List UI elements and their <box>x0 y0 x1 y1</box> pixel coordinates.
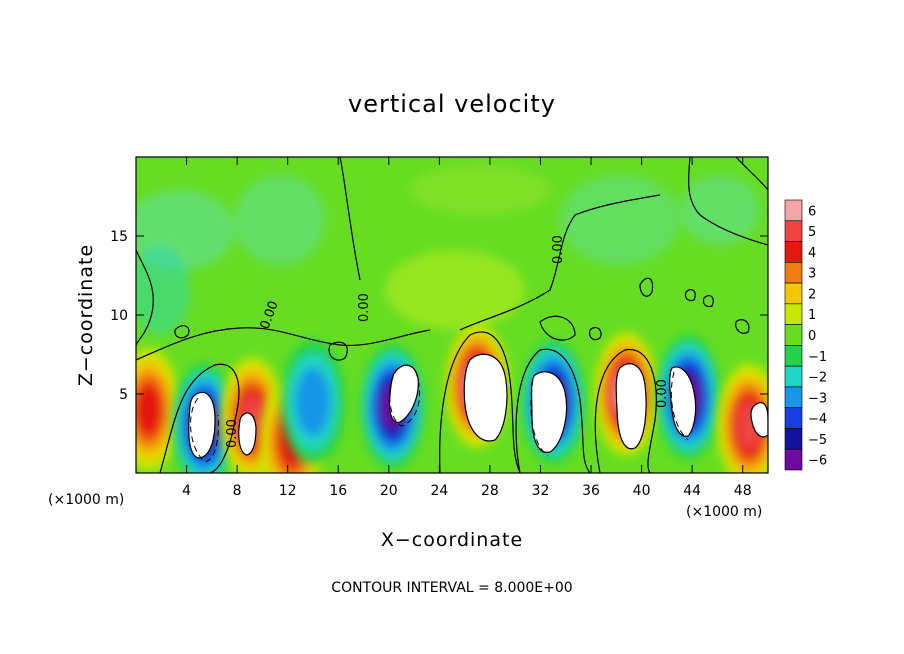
contour-label: 0.00 <box>655 379 670 408</box>
colorbar-label: −1 <box>808 350 827 365</box>
x-tick-label: 12 <box>279 483 297 499</box>
colorbar-swatch <box>784 407 803 429</box>
colorbar-label: 2 <box>808 287 816 302</box>
upper-field-patches <box>136 165 760 335</box>
colorbar: 6 5 4 3 2 1 0 −1 −2 −3 −4 −5 −6 <box>784 199 827 471</box>
y-tick-label: 5 <box>119 387 128 403</box>
colorbar-swatch <box>784 220 803 242</box>
colorbar-swatch <box>784 386 803 408</box>
velocity-cell <box>280 339 345 464</box>
colorbar-label: −6 <box>808 454 827 469</box>
y-tick-label: 10 <box>110 308 128 324</box>
contour-label: 0.00 <box>357 293 372 322</box>
x-tick-label: 40 <box>633 483 651 499</box>
x-tick-label: 28 <box>481 483 499 499</box>
zero-cores <box>188 353 768 459</box>
x-tick-label: 24 <box>430 483 448 499</box>
colorbar-label: 1 <box>808 308 816 323</box>
colorbar-swatch <box>784 365 803 388</box>
x-tick-label: 16 <box>329 483 347 499</box>
chart-title: vertical velocity <box>348 90 556 118</box>
colorbar-swatch <box>784 241 803 263</box>
velocity-cell <box>136 347 181 472</box>
x-tick-label: 36 <box>582 483 600 499</box>
colorbar-label: −5 <box>808 433 827 448</box>
x-tick-label: 48 <box>734 483 752 499</box>
colorbar-swatch <box>784 428 803 450</box>
colorbar-swatch <box>784 282 803 305</box>
x-tick-label: 8 <box>233 483 242 499</box>
colorbar-swatch <box>784 199 803 222</box>
colorbar-swatch <box>784 303 803 325</box>
colorbar-swatch <box>784 345 803 367</box>
colorbar-swatch <box>784 262 803 284</box>
colorbar-label: 6 <box>808 204 816 219</box>
y-axis-ticks: 5 10 15 <box>110 229 768 403</box>
x-axis-ticks: 4 8 12 16 20 24 28 32 36 40 44 48 <box>182 157 752 499</box>
colorbar-label: 5 <box>808 225 816 240</box>
colorbar-label: −2 <box>808 371 827 386</box>
velocity-cell <box>717 363 768 473</box>
contour-label: 0.00 <box>551 235 566 264</box>
colorbar-label: −4 <box>808 412 827 427</box>
colorbar-swatch <box>784 324 803 346</box>
contour-interval-note: CONTOUR INTERVAL = 8.000E+00 <box>331 580 572 596</box>
inline-contour-labels: 0.00 0.00 0.00 0.00 0.00 <box>225 235 670 448</box>
contour-lines <box>136 157 768 473</box>
contour-label: 0.00 <box>225 419 240 448</box>
colorbar-label: 0 <box>808 329 816 344</box>
x-tick-label: 20 <box>380 483 398 499</box>
colorbar-label: 4 <box>808 246 816 261</box>
x-unit-label-right: (×1000 m) <box>686 504 762 520</box>
x-tick-label: 32 <box>532 483 550 499</box>
colorbar-swatch <box>784 448 803 471</box>
x-tick-label: 44 <box>683 483 701 499</box>
y-tick-label: 15 <box>110 229 128 245</box>
x-axis-label: X−coordinate <box>381 529 523 551</box>
x-tick-label: 4 <box>182 483 191 499</box>
y-axis-label: Z−coordinate <box>75 244 97 386</box>
colorbar-label: 3 <box>808 267 816 282</box>
plot-area: 0.00 0.00 0.00 0.00 0.00 <box>136 157 768 473</box>
dashed-contours <box>190 367 689 463</box>
x-unit-label-left: (×1000 m) <box>48 492 124 508</box>
colorbar-label: −3 <box>808 391 827 406</box>
